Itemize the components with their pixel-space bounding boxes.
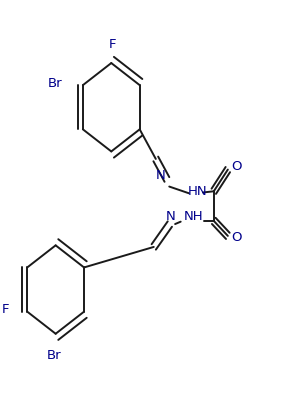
Text: F: F bbox=[109, 38, 117, 51]
Text: HN: HN bbox=[187, 185, 207, 198]
Text: Br: Br bbox=[48, 78, 62, 90]
Text: N: N bbox=[155, 169, 165, 182]
Text: Br: Br bbox=[47, 349, 61, 362]
Text: NH: NH bbox=[183, 209, 203, 223]
Text: O: O bbox=[231, 160, 241, 173]
Text: O: O bbox=[231, 230, 241, 244]
Text: F: F bbox=[1, 303, 9, 316]
Text: N: N bbox=[166, 210, 176, 223]
